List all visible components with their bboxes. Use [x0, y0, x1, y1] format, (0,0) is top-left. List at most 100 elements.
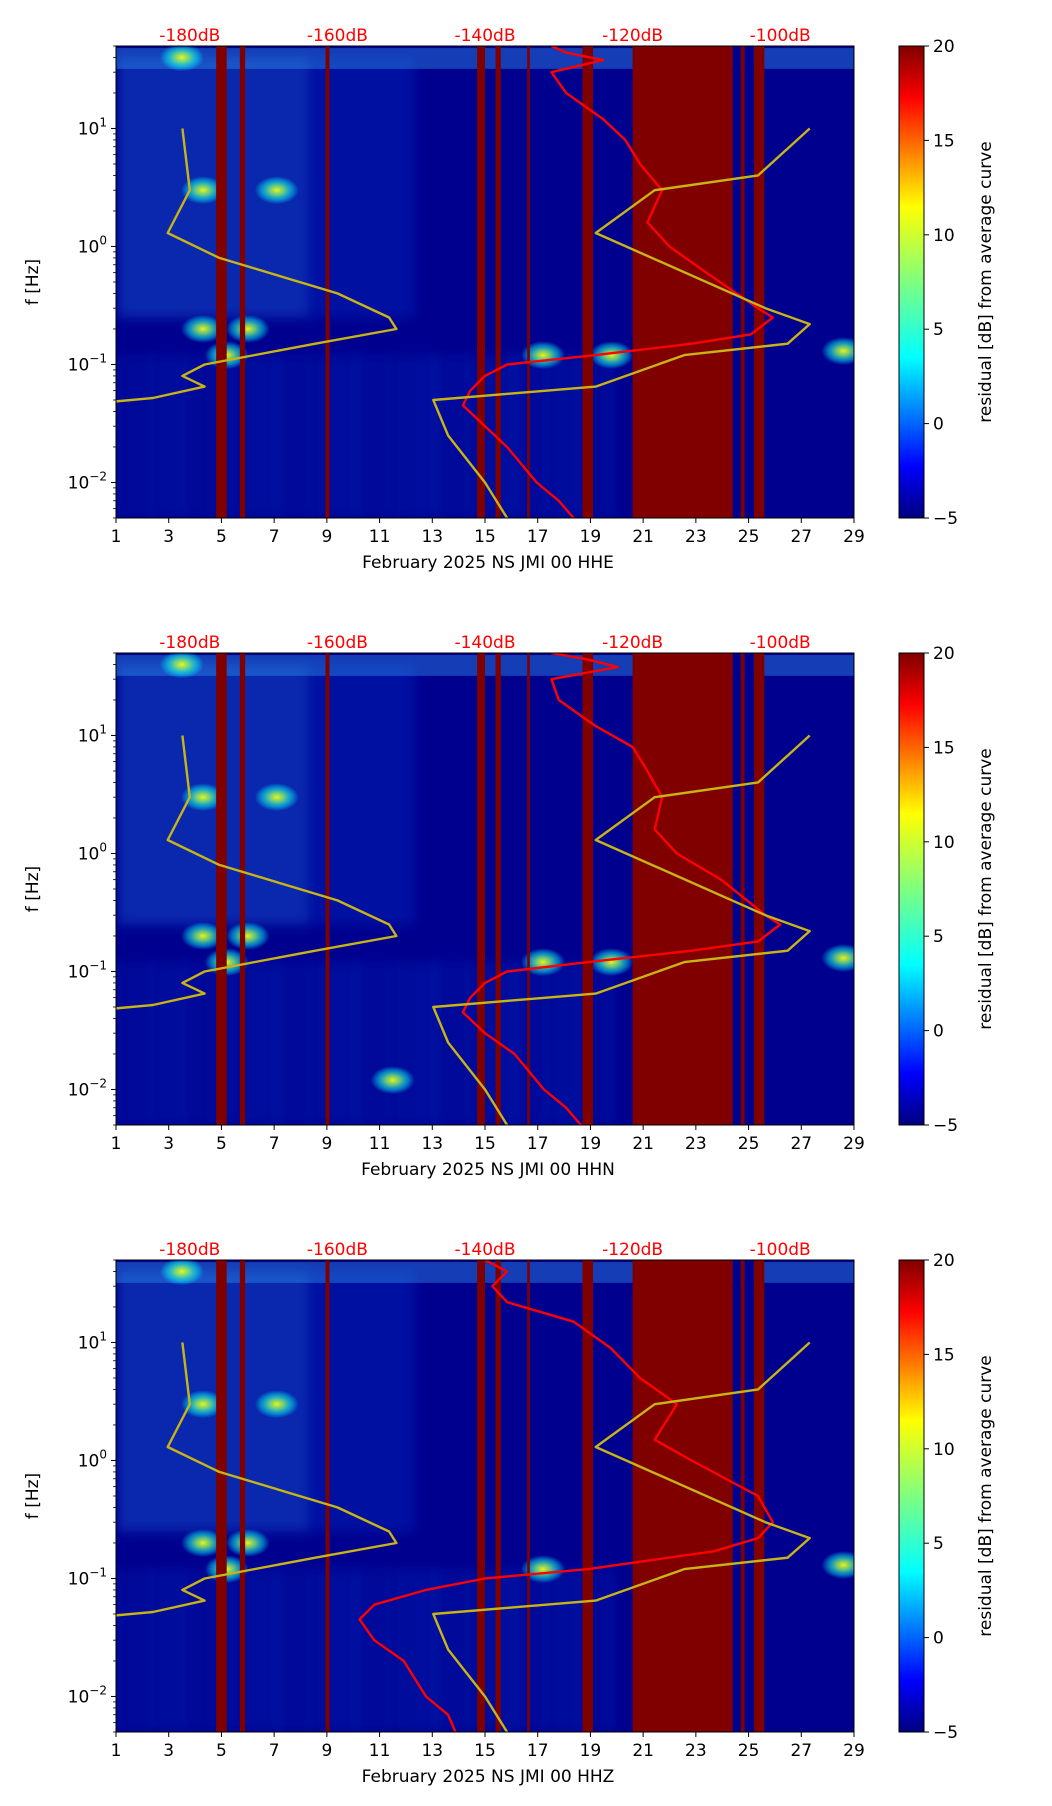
heatmap-streak — [147, 962, 153, 1125]
heatmap-streak — [416, 355, 422, 518]
heatmap-streak — [384, 355, 390, 518]
saturated-span — [740, 46, 745, 518]
x-tick-label: 7 — [269, 1741, 280, 1761]
x-tick-label: 3 — [163, 527, 174, 547]
x-tick-label: 19 — [580, 1741, 602, 1761]
heatmap-streak — [511, 1569, 517, 1732]
heatmap-hot-spot — [254, 1390, 299, 1419]
saturated-span — [495, 653, 501, 1125]
x-tick-label: 19 — [580, 1134, 602, 1154]
y-tick-label: 10−2 — [68, 1683, 107, 1707]
heatmap-streak — [448, 355, 454, 518]
db-scale-label: -180dB — [159, 26, 220, 46]
heatmap-area — [116, 653, 854, 1125]
db-scale-label: -180dB — [159, 633, 220, 653]
heatmap-streak — [511, 962, 517, 1125]
heatmap-streak — [168, 664, 175, 925]
heatmap-streak — [432, 1569, 438, 1732]
gap-span — [732, 1260, 741, 1732]
saturated-span — [527, 46, 530, 518]
heatmap-streak — [405, 664, 412, 925]
colorbar-label: residual [dB] from average curve — [976, 748, 996, 1029]
x-tick-label: 3 — [163, 1741, 174, 1761]
saturated-span — [740, 1260, 745, 1732]
colorbar-tick-label: 15 — [933, 738, 955, 758]
y-tick-label: 101 — [78, 115, 107, 139]
heatmap-streak — [289, 1569, 295, 1732]
heatmap-streak — [116, 355, 121, 518]
heatmap-streak — [179, 1569, 185, 1732]
heatmap-streak — [542, 962, 548, 1125]
db-scale-label: -120dB — [602, 633, 663, 653]
heatmap-streak — [210, 962, 216, 1125]
x-tick-label: 13 — [421, 527, 443, 547]
x-tick-label: 23 — [685, 1134, 707, 1154]
saturated-span — [632, 46, 733, 518]
heatmap-streak — [147, 355, 153, 518]
heatmap-hot-spot — [821, 1551, 854, 1580]
heatmap-streak — [334, 57, 341, 318]
heatmap-streak — [353, 355, 359, 518]
x-tick-label: 15 — [474, 1134, 496, 1154]
heatmap-hot-spot — [589, 341, 634, 370]
colorbar-label: residual [dB] from average curve — [976, 141, 996, 422]
colorbar-tick-label: 0 — [933, 1629, 944, 1649]
saturated-span — [325, 653, 330, 1125]
heatmap-streak — [156, 1271, 163, 1532]
saturated-span — [495, 46, 501, 518]
saturated-span — [477, 1260, 485, 1732]
average-psd-curve — [358, 1260, 774, 1732]
heatmap-streak — [258, 1569, 264, 1732]
heatmap-hot-spot — [180, 783, 225, 812]
y-tick-label: 101 — [78, 1329, 107, 1353]
heatmap-streak — [346, 664, 353, 925]
heatmap-streak — [144, 1271, 151, 1532]
heatmap-hot-spot — [589, 948, 634, 977]
colorbar-gradient — [898, 45, 925, 519]
heatmap-streak — [558, 962, 564, 1125]
y-tick-label: 100 — [78, 233, 107, 257]
heatmap-streak — [258, 355, 264, 518]
heatmap-streak — [416, 1569, 422, 1732]
db-scale-label: -120dB — [602, 26, 663, 46]
saturated-span — [239, 46, 246, 518]
x-tick-label: 11 — [369, 527, 391, 547]
db-scale-label: -160dB — [307, 633, 368, 653]
heatmap-streak — [228, 1271, 235, 1532]
saturated-span — [477, 46, 485, 518]
x-tick-label: 7 — [269, 527, 280, 547]
heatmap-hot-spot — [254, 176, 299, 205]
heatmap-area — [116, 46, 854, 518]
saturated-span — [582, 46, 594, 518]
heatmap-streak — [353, 962, 359, 1125]
heatmap-hot-spot — [821, 944, 854, 973]
heatmap-streak — [463, 962, 469, 1125]
saturated-span — [495, 1260, 501, 1732]
y-tick-label: 100 — [78, 840, 107, 864]
heatmap-streak — [274, 1569, 280, 1732]
colorbar-tick-label: 0 — [933, 415, 944, 435]
heatmap-streak — [358, 57, 365, 318]
y-tick-label: 100 — [78, 1447, 107, 1471]
heatmap-streak — [133, 1271, 140, 1532]
heatmap-streak — [299, 1271, 306, 1532]
db-scale-label: -100dB — [750, 26, 811, 46]
colorbar-tick-label: 20 — [933, 37, 955, 57]
heatmap-streak — [289, 962, 295, 1125]
db-scale-label: -160dB — [307, 1240, 368, 1260]
y-tick-label: 101 — [78, 722, 107, 746]
heatmap-streak — [394, 1271, 401, 1532]
heatmap-hot-spot — [180, 921, 225, 950]
heatmap-streak — [337, 355, 343, 518]
heatmap-streak — [384, 962, 390, 1125]
x-tick-label: 25 — [738, 527, 760, 547]
y-tick-label: 10−1 — [68, 1565, 107, 1589]
heatmap-streak — [346, 1271, 353, 1532]
saturated-span — [239, 1260, 246, 1732]
heatmap-streak — [226, 962, 232, 1125]
heatmap-streak — [448, 1569, 454, 1732]
x-tick-label: 5 — [216, 1134, 227, 1154]
heatmap-streak — [606, 962, 612, 1125]
db-scale-label: -160dB — [307, 26, 368, 46]
